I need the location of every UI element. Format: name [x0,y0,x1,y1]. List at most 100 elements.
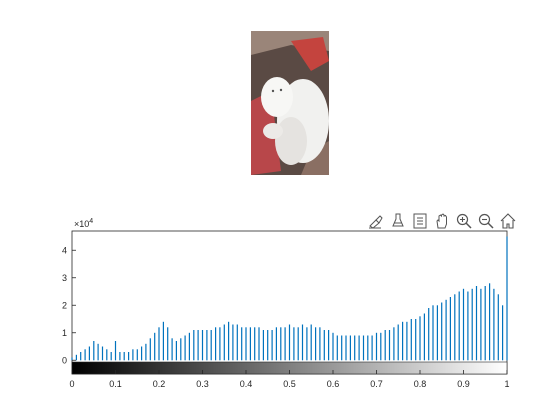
histogram-bar [145,343,147,361]
histogram-bar [410,319,412,361]
histogram-bar [88,346,90,361]
home-button[interactable] [498,211,518,231]
home-icon [500,213,516,229]
histogram-bar [484,286,486,361]
histogram-bar [128,352,130,361]
histogram-bar [475,286,478,361]
zoom-out-button[interactable] [476,211,496,231]
histogram-bar [262,330,264,361]
histogram-bar [436,305,438,361]
legend-button[interactable] [410,211,430,231]
y-tick-label: 0 [62,355,67,365]
x-tick-label: 0.9 [457,379,470,389]
histogram-bar [354,335,356,361]
histogram-bar [201,330,204,361]
brush-icon [369,215,383,229]
pan-button[interactable] [432,211,452,231]
zoom-out-icon [478,213,494,229]
histogram-bar [258,327,260,361]
histogram-bar [415,319,417,361]
legend-icon [413,213,427,229]
histogram-bar [449,297,451,361]
histogram-bar [71,357,73,361]
histogram-bar [280,327,282,361]
histogram-bar [445,299,447,361]
histogram-bar [293,327,295,361]
histogram-bar [119,352,121,361]
histogram-bar [471,288,473,361]
histogram-bar [402,321,404,361]
histogram-bar [110,352,112,361]
histogram-bar [188,332,190,361]
zoom-in-icon [456,213,472,229]
data-tips-button[interactable] [388,211,408,231]
histogram-bar [367,335,369,361]
cat-photo [251,31,329,175]
histogram-bar [249,327,251,361]
histogram-bar [328,330,330,361]
histogram-bar [358,335,360,361]
y-tick-label: 3 [62,273,67,283]
pan-hand-icon [436,213,447,229]
x-tick-label: 0.8 [414,379,427,389]
histogram-bar [336,335,338,361]
histogram-bar [171,338,173,361]
histogram-bar [371,335,373,361]
histogram-bar [219,327,221,361]
histogram-bar [388,330,391,361]
y-tick-label: 2 [62,300,67,310]
x-axis-ticks: 0 0.1 0.2 0.3 0.4 0.5 0.6 0.7 0.8 0.9 1 [69,370,510,389]
y-exponent-label: ×104 [74,218,93,229]
histogram-bar [458,291,460,361]
histogram-bar [80,352,82,361]
histogram-bar [154,332,156,361]
histogram-bar [123,352,125,361]
histogram-bar [275,327,277,361]
brush-button[interactable] [366,211,386,231]
x-tick-label: 1 [504,379,509,389]
histogram-bar [175,341,177,361]
histogram-bar [341,335,343,361]
histogram-bar [310,324,312,361]
histogram-bar [406,321,408,361]
histogram-bar [215,327,217,361]
x-tick-label: 0.6 [327,379,340,389]
y-axis-ticks: 0 1 2 3 4 [62,245,76,365]
histogram-bar [210,330,212,361]
histogram-bar [315,327,317,361]
histogram-bar [428,308,430,361]
histogram-bar [141,346,143,361]
histogram-bar [301,324,304,361]
histogram-bar [297,327,299,361]
histogram-bar [306,327,308,361]
histogram-bar [97,343,99,361]
x-tick-label: 0.3 [196,379,209,389]
histogram-bar [193,330,195,361]
x-tick-label: 0.5 [283,379,296,389]
histogram-bar [423,313,425,361]
histogram-bar [114,341,117,361]
histogram-bar [332,332,334,361]
histogram-bar [106,349,108,361]
histogram-bar [180,338,182,361]
histogram-bar [489,283,491,361]
histogram-bar [136,349,138,361]
histogram-bar [167,327,169,361]
histogram-bar [101,346,104,361]
histogram-bar [149,338,151,361]
histogram-bar [241,327,243,361]
histogram-bar [197,330,199,361]
histogram-bar [132,349,134,361]
histogram-bar [362,335,365,361]
histogram-bar [323,330,325,361]
y-tick-label: 4 [62,245,67,255]
histogram-bar [345,335,347,361]
zoom-in-button[interactable] [454,211,474,231]
histogram-bar [93,341,95,361]
histogram-bar [441,302,443,361]
histogram-bar [349,335,351,361]
histogram-bar [380,332,382,361]
histogram-bar [288,324,291,361]
